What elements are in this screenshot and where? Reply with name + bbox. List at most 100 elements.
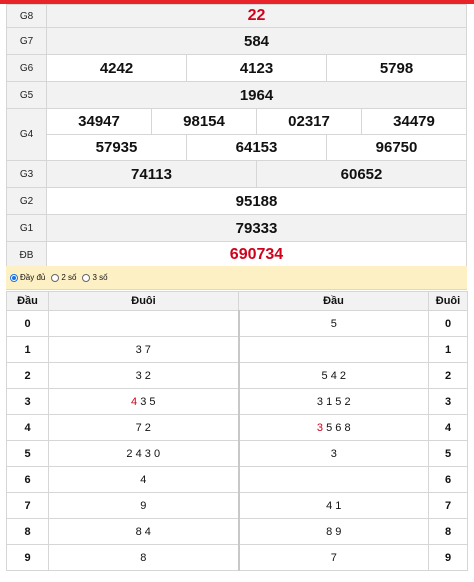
loto-head-digits: 8 9 (237, 518, 429, 545)
digits-text: 8 4 (135, 525, 151, 538)
option-3-digits[interactable]: 3 số (82, 273, 108, 282)
loto-head-digit: 1 (6, 336, 49, 363)
loto-tail-digits: 7 2 (48, 414, 239, 441)
prize-number: 22 (46, 4, 467, 28)
digits-text: 5 4 2 (321, 369, 346, 382)
digits-text: 8 9 (326, 525, 342, 538)
prize-number: 60652 (256, 160, 467, 188)
loto-tail-digits: 4 3 5 (48, 388, 239, 415)
loto-head-digits (237, 466, 429, 493)
digits-text: 5 (330, 317, 337, 330)
prize-label: G6 (6, 54, 47, 82)
option-label: 2 số (61, 273, 77, 282)
prize-row-g4-second: 57935 64153 96750 (7, 134, 467, 161)
prize-row-g2: G2 95188 (6, 187, 467, 215)
loto-head-digits: 3 1 5 2 (237, 388, 429, 415)
loto-head-digits: 5 (237, 310, 429, 337)
option-full[interactable]: Đầy đủ (10, 273, 45, 282)
prize-number: 64153 (186, 134, 327, 161)
loto-head-digits: 5 4 2 (237, 362, 429, 389)
prize-label: G3 (6, 160, 47, 188)
loto-tail-digit: 3 (428, 388, 468, 415)
prize-label: G8 (6, 4, 47, 28)
loto-tail-digits: 9 (48, 492, 239, 519)
loto-row: 7 9 4 1 7 (6, 492, 468, 519)
prize-number: 4123 (186, 54, 327, 82)
loto-row: 2 3 2 5 4 2 2 (6, 362, 468, 389)
loto-tail-digit: 2 (428, 362, 468, 389)
prize-number: 584 (46, 27, 467, 55)
loto-tail-digits: 3 7 (48, 336, 239, 363)
loto-head-digit: 3 (6, 388, 49, 415)
prize-row-g6: G6 4242 4123 5798 (6, 54, 467, 82)
prize-results-table: G8 22 G7 584 G6 4242 4123 5798 G5 1964 G… (6, 4, 467, 269)
prize-row-g3: G3 74113 60652 (6, 160, 467, 188)
loto-tail-digit: 5 (428, 440, 468, 467)
prize-label: G5 (6, 81, 47, 109)
loto-head-digit: 2 (6, 362, 49, 389)
digits-text: 4 1 (326, 499, 342, 512)
top-accent-bar (0, 0, 474, 4)
special-prize-number: 690734 (46, 241, 467, 269)
digits-text: 5 6 8 (326, 421, 351, 434)
prize-label: G7 (6, 27, 47, 55)
display-options-bar: Đầy đủ 2 số 3 số (6, 266, 467, 290)
option-label: Đầy đủ (20, 273, 46, 282)
loto-head-digit: 9 (6, 544, 49, 571)
loto-tail-digits: 2 4 3 0 (48, 440, 239, 467)
prize-number: 98154 (151, 108, 257, 135)
digits-text: 3 7 (135, 343, 151, 356)
prize-row-g4: G4 34947 98154 02317 34479 (6, 108, 467, 161)
loto-tail-digit: 0 (428, 310, 468, 337)
loto-header: Đuôi (48, 291, 239, 311)
loto-tail-digit: 7 (428, 492, 468, 519)
digits-text: 3 (330, 447, 337, 460)
loto-head-digits (237, 336, 429, 363)
radio-selected-icon[interactable] (10, 273, 18, 282)
loto-row: 8 8 4 8 9 8 (6, 518, 468, 545)
loto-head-digit: 7 (6, 492, 49, 519)
digits-text: 9 (140, 499, 147, 512)
highlight-digit: 3 (316, 421, 324, 434)
prize-number: 74113 (46, 160, 257, 188)
digits-text: 8 (140, 551, 147, 564)
prize-number: 1964 (46, 81, 467, 109)
loto-head-digit: 0 (6, 310, 49, 337)
loto-tail-digit: 4 (428, 414, 468, 441)
digits-text: 2 4 3 0 (126, 447, 161, 460)
loto-head-digit: 4 (6, 414, 49, 441)
loto-header: Đuôi (428, 291, 468, 311)
option-label: 3 số (92, 273, 108, 282)
loto-row: 6 4 6 (6, 466, 468, 493)
prize-number: 4242 (46, 54, 187, 82)
loto-header: Đầu (238, 291, 429, 311)
prize-number: 5798 (326, 54, 467, 82)
loto-header: Đầu (6, 291, 49, 311)
loto-head-digits: 3 (237, 440, 429, 467)
prize-row-g8: G8 22 (6, 4, 467, 28)
loto-row: 0 5 0 (6, 310, 468, 337)
radio-icon[interactable] (82, 273, 91, 282)
prize-label: G1 (6, 214, 47, 242)
prize-row-db: ĐB 690734 (6, 241, 467, 269)
loto-tail-digit: 1 (428, 336, 468, 363)
loto-tail-digit: 9 (428, 544, 468, 571)
prize-number: 57935 (46, 134, 187, 161)
option-2-digits[interactable]: 2 số (51, 273, 76, 282)
prize-number: 34947 (46, 108, 152, 135)
loto-head-digits: 3 5 6 8 (237, 414, 429, 441)
digits-text: 3 5 (140, 395, 156, 408)
prize-row-g1: G1 79333 (6, 214, 467, 242)
prize-number: 96750 (326, 134, 467, 161)
radio-icon[interactable] (51, 273, 60, 282)
digits-text: 7 2 (135, 421, 151, 434)
digits-text: 3 2 (135, 369, 151, 382)
highlight-digit: 4 (131, 395, 138, 408)
prize-number: 79333 (46, 214, 467, 242)
digits-text: 7 (330, 551, 337, 564)
loto-tail-digit: 8 (428, 518, 468, 545)
digits-text: 3 1 5 2 (316, 395, 351, 408)
